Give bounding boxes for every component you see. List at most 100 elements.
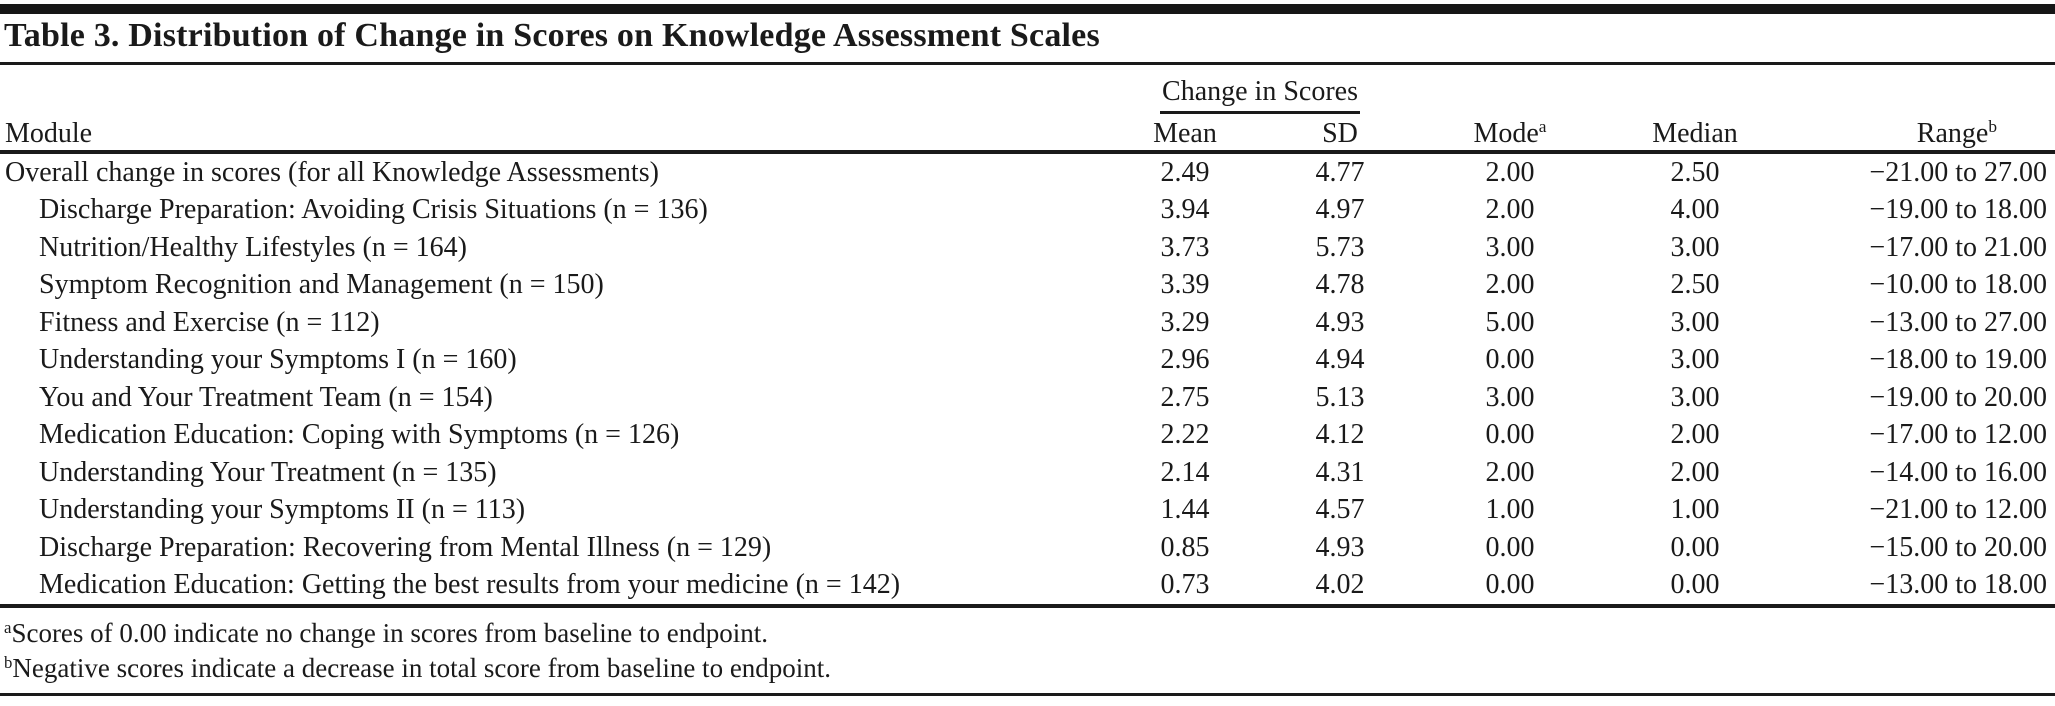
range-cell: −21.00 to 27.00 <box>1869 156 2047 188</box>
table-row: Medication Education: Coping with Sympto… <box>0 417 2055 455</box>
table-row: Medication Education: Getting the best r… <box>0 566 2055 608</box>
sd-cell: 4.57 <box>1315 494 1365 526</box>
table-row: Understanding your Symptoms I (n = 160) … <box>0 342 2055 380</box>
table-row: Understanding Your Treatment (n = 135) 2… <box>0 454 2055 492</box>
table-row: Nutrition/Healthy Lifestyles (n = 164) 3… <box>0 229 2055 267</box>
sd-cell: 5.73 <box>1315 231 1365 263</box>
mode-cell: 3.00 <box>1485 231 1535 263</box>
table-row: Overall change in scores (for all Knowle… <box>0 152 2055 192</box>
module-cell: You and Your Treatment Team (n = 154) <box>39 381 493 413</box>
mean-cell: 3.39 <box>1160 269 1210 301</box>
column-header-mode: Modea <box>1415 114 1605 154</box>
empty-header-cell <box>0 70 1105 114</box>
footnote-a: aScores of 0.00 indicate no change in sc… <box>4 616 831 651</box>
table-row: You and Your Treatment Team (n = 154) 2.… <box>0 379 2055 417</box>
range-footnote-marker: b <box>1988 117 1997 137</box>
sd-cell: 4.97 <box>1315 194 1365 226</box>
mode-cell: 2.00 <box>1485 156 1535 188</box>
column-header-module: Module <box>0 114 1105 154</box>
mode-cell: 0.00 <box>1485 531 1535 563</box>
footnote-b-text: Negative scores indicate a decrease in t… <box>12 653 832 683</box>
median-cell: 2.50 <box>1670 269 1720 301</box>
median-cell: 0.00 <box>1670 531 1720 563</box>
range-cell: −17.00 to 21.00 <box>1869 231 2047 263</box>
knowledge-scores-table: Change in Scores Module Mean SD Modea Me… <box>0 70 2055 608</box>
change-in-scores-spanner-cell: Change in Scores <box>1105 70 1415 114</box>
spanner-header-row: Change in Scores <box>0 70 2055 114</box>
mean-cell: 2.14 <box>1160 456 1210 488</box>
empty-header-cell <box>1605 70 1785 114</box>
range-cell: −10.00 to 18.00 <box>1869 269 2047 301</box>
mean-cell: 1.44 <box>1160 494 1210 526</box>
column-header-sd: SD <box>1265 114 1415 154</box>
range-label: Range <box>1916 118 1989 149</box>
median-cell: 3.00 <box>1670 344 1720 376</box>
column-header-median: Median <box>1605 114 1785 154</box>
median-cell: 0.00 <box>1605 566 1785 608</box>
module-cell: Overall change in scores (for all Knowle… <box>5 156 659 188</box>
sd-cell: 4.77 <box>1315 156 1365 188</box>
bottom-rule <box>0 693 2055 696</box>
mean-cell: 0.85 <box>1160 531 1210 563</box>
median-cell: 3.00 <box>1670 306 1720 338</box>
change-in-scores-spanner-label: Change in Scores <box>1160 76 1360 114</box>
mean-cell: 2.49 <box>1160 156 1210 188</box>
mode-cell: 0.00 <box>1485 419 1535 451</box>
median-cell: 2.00 <box>1670 456 1720 488</box>
mean-cell: 3.94 <box>1160 194 1210 226</box>
module-cell: Understanding Your Treatment (n = 135) <box>39 456 497 488</box>
median-cell: 3.00 <box>1670 231 1720 263</box>
sd-cell: 4.31 <box>1315 456 1365 488</box>
module-cell: Nutrition/Healthy Lifestyles (n = 164) <box>39 231 467 263</box>
range-cell: −18.00 to 19.00 <box>1869 344 2047 376</box>
median-cell: 1.00 <box>1670 494 1720 526</box>
footnote-a-text: Scores of 0.00 indicate no change in sco… <box>11 618 768 648</box>
mean-cell: 3.73 <box>1160 231 1210 263</box>
median-cell: 2.00 <box>1670 419 1720 451</box>
table-title: Table 3. Distribution of Change in Score… <box>4 17 1100 54</box>
mean-cell: 2.96 <box>1160 344 1210 376</box>
mode-footnote-marker: a <box>1538 117 1547 137</box>
footnote-b-marker: b <box>4 652 13 672</box>
empty-header-cell <box>1415 70 1605 114</box>
title-divider-rule <box>0 62 2055 65</box>
mode-cell: 2.00 <box>1485 269 1535 301</box>
empty-header-cell <box>1785 70 2055 114</box>
column-header-range: Rangeb <box>1785 114 2055 154</box>
footnotes-block: aScores of 0.00 indicate no change in sc… <box>4 616 831 686</box>
column-header-mean: Mean <box>1105 114 1265 154</box>
sd-cell: 5.13 <box>1315 381 1365 413</box>
mode-cell: 2.00 <box>1485 456 1535 488</box>
footnote-b: bNegative scores indicate a decrease in … <box>4 651 831 686</box>
median-cell: 2.50 <box>1670 156 1720 188</box>
range-cell: −15.00 to 20.00 <box>1869 531 2047 563</box>
sd-cell: 4.93 <box>1315 531 1365 563</box>
median-cell: 4.00 <box>1670 194 1720 226</box>
sd-cell: 4.78 <box>1315 269 1365 301</box>
mode-cell: 0.00 <box>1415 566 1605 608</box>
mode-cell: 2.00 <box>1485 194 1535 226</box>
sd-cell: 4.02 <box>1265 566 1415 608</box>
sd-cell: 4.94 <box>1315 344 1365 376</box>
range-cell: −17.00 to 12.00 <box>1869 419 2047 451</box>
range-cell: −19.00 to 20.00 <box>1869 381 2047 413</box>
mean-cell: 3.29 <box>1160 306 1210 338</box>
table-row: Understanding your Symptoms II (n = 113)… <box>0 492 2055 530</box>
range-cell: −13.00 to 27.00 <box>1869 306 2047 338</box>
range-cell: −14.00 to 16.00 <box>1869 456 2047 488</box>
table-row: Discharge Preparation: Avoiding Crisis S… <box>0 192 2055 230</box>
range-cell: −13.00 to 18.00 <box>1785 566 2055 608</box>
module-cell: Medication Education: Getting the best r… <box>0 566 1105 608</box>
footnote-a-marker: a <box>4 617 12 637</box>
mode-cell: 1.00 <box>1485 494 1535 526</box>
sd-cell: 4.93 <box>1315 306 1365 338</box>
table-row: Fitness and Exercise (n = 112) 3.29 4.93… <box>0 304 2055 342</box>
module-cell: Discharge Preparation: Avoiding Crisis S… <box>39 194 708 226</box>
mode-cell: 0.00 <box>1485 344 1535 376</box>
module-cell: Fitness and Exercise (n = 112) <box>39 306 380 338</box>
module-cell: Medication Education: Coping with Sympto… <box>39 419 680 451</box>
median-cell: 3.00 <box>1670 381 1720 413</box>
module-cell: Understanding your Symptoms I (n = 160) <box>39 344 517 376</box>
column-header-row: Module Mean SD Modea Median Rangeb <box>0 114 2055 154</box>
